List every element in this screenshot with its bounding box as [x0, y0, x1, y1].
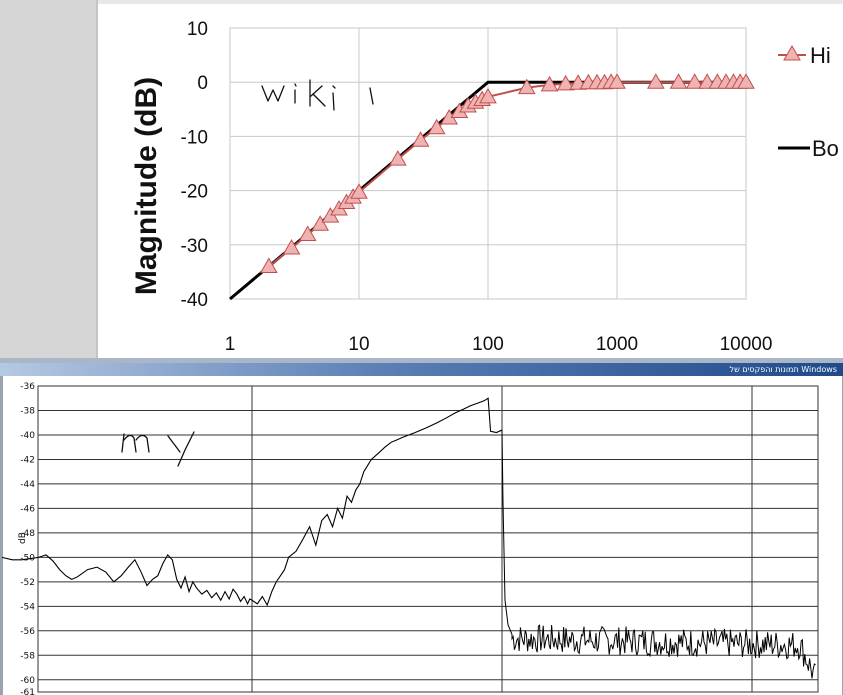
y-tick-label: -46 [20, 504, 35, 514]
data-point-hi [282, 239, 301, 255]
x-tick-label: 10000 [720, 334, 773, 355]
handwritten-annotation-wiki [261, 79, 374, 111]
bode-plot-wiki: 100-10-20-30-40 1 10 100 1000 10000 Magnitud… [130, 19, 839, 355]
data-point-hi [737, 73, 755, 89]
grid-lines [38, 385, 818, 693]
y-tick-label: -44 [20, 480, 35, 490]
legend-label-hi: Hi [810, 43, 831, 68]
series-layer [229, 73, 755, 301]
x-tick-label: 100 [472, 334, 504, 355]
series-layer [1, 397, 816, 679]
data-point-hi [479, 87, 497, 104]
top-chart-panel: 10 0 -10 -20 -30 -40 1 10 100 1000 10000 Magnitud… [0, 0, 843, 358]
legend-entry-hi: Hi [778, 43, 831, 68]
legend-entry-bo: Bo [778, 136, 839, 161]
x-tick-labels: 1 10 100 1000 10000 [225, 334, 773, 355]
data-point-hi [608, 73, 626, 89]
left-gray-strip [0, 0, 96, 358]
legend-label-bo: Bo [812, 136, 839, 161]
y-tick-label: -42 [20, 455, 35, 465]
y-axis-label: Magnitude (dB) [130, 77, 163, 295]
legend: Hi Bo [778, 43, 839, 161]
data-point-hi [646, 73, 665, 89]
data-point-hi [259, 257, 278, 273]
y-tick-label: 10 [187, 19, 208, 40]
window-title-bar: Windows תמונות והפקסים של [0, 363, 843, 376]
x-tick-label: 1000 [596, 334, 638, 355]
data-point-hi [427, 118, 446, 135]
y-tick-labels: 10 0 -10 -20 -30 -40 [181, 19, 208, 311]
data-point-hi [350, 183, 368, 199]
window-title-text: Windows תמונות והפקסים של [729, 365, 837, 374]
data-point-hi [298, 225, 317, 242]
y-tick-label: -38 [20, 406, 35, 416]
x-tick-label: 10 [348, 334, 369, 355]
data-point-hi [517, 78, 536, 95]
y-tick-label: -61 [20, 688, 35, 695]
data-point-hi [411, 131, 430, 147]
y-tick-label: -10 [181, 127, 208, 148]
plot-area [37, 385, 819, 693]
data-point-hi [311, 215, 330, 231]
data-point-hi [685, 73, 704, 89]
series-line-stopband [501, 430, 816, 679]
y-tick-label: -56 [20, 627, 35, 637]
y-tick-label: -40 [20, 431, 35, 441]
data-point-hi [540, 75, 559, 92]
y-tick-label: -58 [20, 651, 35, 661]
y-tick-label: -54 [20, 602, 35, 612]
y-tick-label: -52 [20, 578, 35, 588]
data-point-hi [556, 74, 575, 91]
top-edge-line [98, 0, 843, 4]
data-point-hi [388, 150, 407, 166]
y-tick-labels: -36 -38 -40 -42 -44 -46 -48 -50 -52 -54 -56 -58 -60 -… [20, 382, 35, 695]
y-tick-label: -36 [20, 382, 35, 392]
y-tick-label: -60 [20, 676, 35, 686]
panel-divider [0, 358, 843, 363]
data-point-hi [669, 73, 688, 89]
x-tick-label: 1 [225, 334, 236, 355]
y-tick-label: -40 [181, 290, 208, 311]
handwritten-annotation-my [121, 431, 195, 467]
bottom-chart-panel: -36 -38 -40 -42 -44 -46 -48 -50 -52 -54 -56 -58 -60 -… [0, 376, 843, 695]
y-tick-label: 0 [197, 73, 208, 94]
series-line-response [1, 397, 503, 607]
y-tick-label: -30 [181, 236, 208, 257]
y-axis-label: dB [18, 532, 28, 544]
y-tick-label: -20 [181, 182, 208, 203]
left-strip-border [96, 0, 98, 358]
y-tick-label: -48 [20, 529, 35, 539]
y-tick-label: -50 [20, 553, 35, 563]
spectrum-plot-my: -36 -38 -40 -42 -44 -46 -48 -50 -52 -54 -56 -58 -60 -… [1, 382, 819, 695]
